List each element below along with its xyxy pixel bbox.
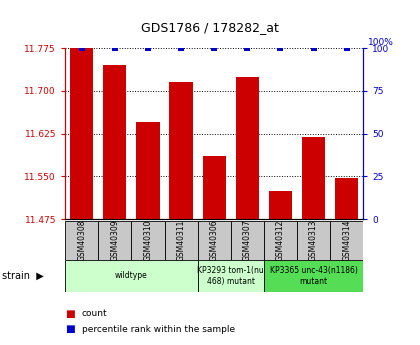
Text: wildtype: wildtype [115, 272, 148, 280]
Point [144, 46, 151, 51]
Text: ■: ■ [65, 325, 75, 334]
Bar [198, 260, 264, 292]
Bar [70, 48, 93, 219]
Text: GSM40309: GSM40309 [110, 220, 119, 262]
Bar [264, 221, 297, 260]
Text: GSM40313: GSM40313 [309, 220, 318, 262]
Text: GSM40308: GSM40308 [77, 220, 86, 262]
Text: KP3293 tom-1(nu
468) mutant: KP3293 tom-1(nu 468) mutant [197, 266, 264, 286]
Text: GSM40312: GSM40312 [276, 220, 285, 261]
Bar [335, 178, 358, 219]
Bar [136, 122, 160, 219]
Text: strain  ▶: strain ▶ [2, 271, 44, 281]
Bar [103, 66, 126, 219]
Point [310, 46, 317, 51]
Text: GSM40311: GSM40311 [176, 220, 186, 261]
Text: GSM40307: GSM40307 [243, 220, 252, 262]
Bar [131, 221, 165, 260]
Bar [269, 190, 292, 219]
Text: GSM40314: GSM40314 [342, 220, 351, 262]
Bar [198, 221, 231, 260]
Bar [330, 221, 363, 260]
Point [178, 46, 184, 51]
Bar [297, 221, 330, 260]
Text: GSM40310: GSM40310 [144, 220, 152, 262]
Text: ■: ■ [65, 309, 75, 319]
Text: count: count [82, 309, 108, 318]
Text: GDS1786 / 178282_at: GDS1786 / 178282_at [141, 21, 279, 34]
Bar [264, 260, 363, 292]
Bar [65, 260, 198, 292]
Text: percentile rank within the sample: percentile rank within the sample [82, 325, 235, 334]
Text: KP3365 unc-43(n1186)
mutant: KP3365 unc-43(n1186) mutant [270, 266, 357, 286]
Point [111, 46, 118, 51]
Text: GSM40306: GSM40306 [210, 220, 219, 262]
Bar [98, 221, 131, 260]
Point [344, 46, 350, 51]
Point [211, 46, 218, 51]
Bar [202, 156, 226, 219]
Bar [165, 221, 198, 260]
Bar [236, 77, 259, 219]
Text: 100%: 100% [368, 38, 394, 47]
Bar [65, 221, 98, 260]
Bar [302, 137, 325, 219]
Point [78, 46, 85, 51]
Point [244, 46, 251, 51]
Bar [231, 221, 264, 260]
Bar [170, 82, 193, 219]
Point [277, 46, 284, 51]
